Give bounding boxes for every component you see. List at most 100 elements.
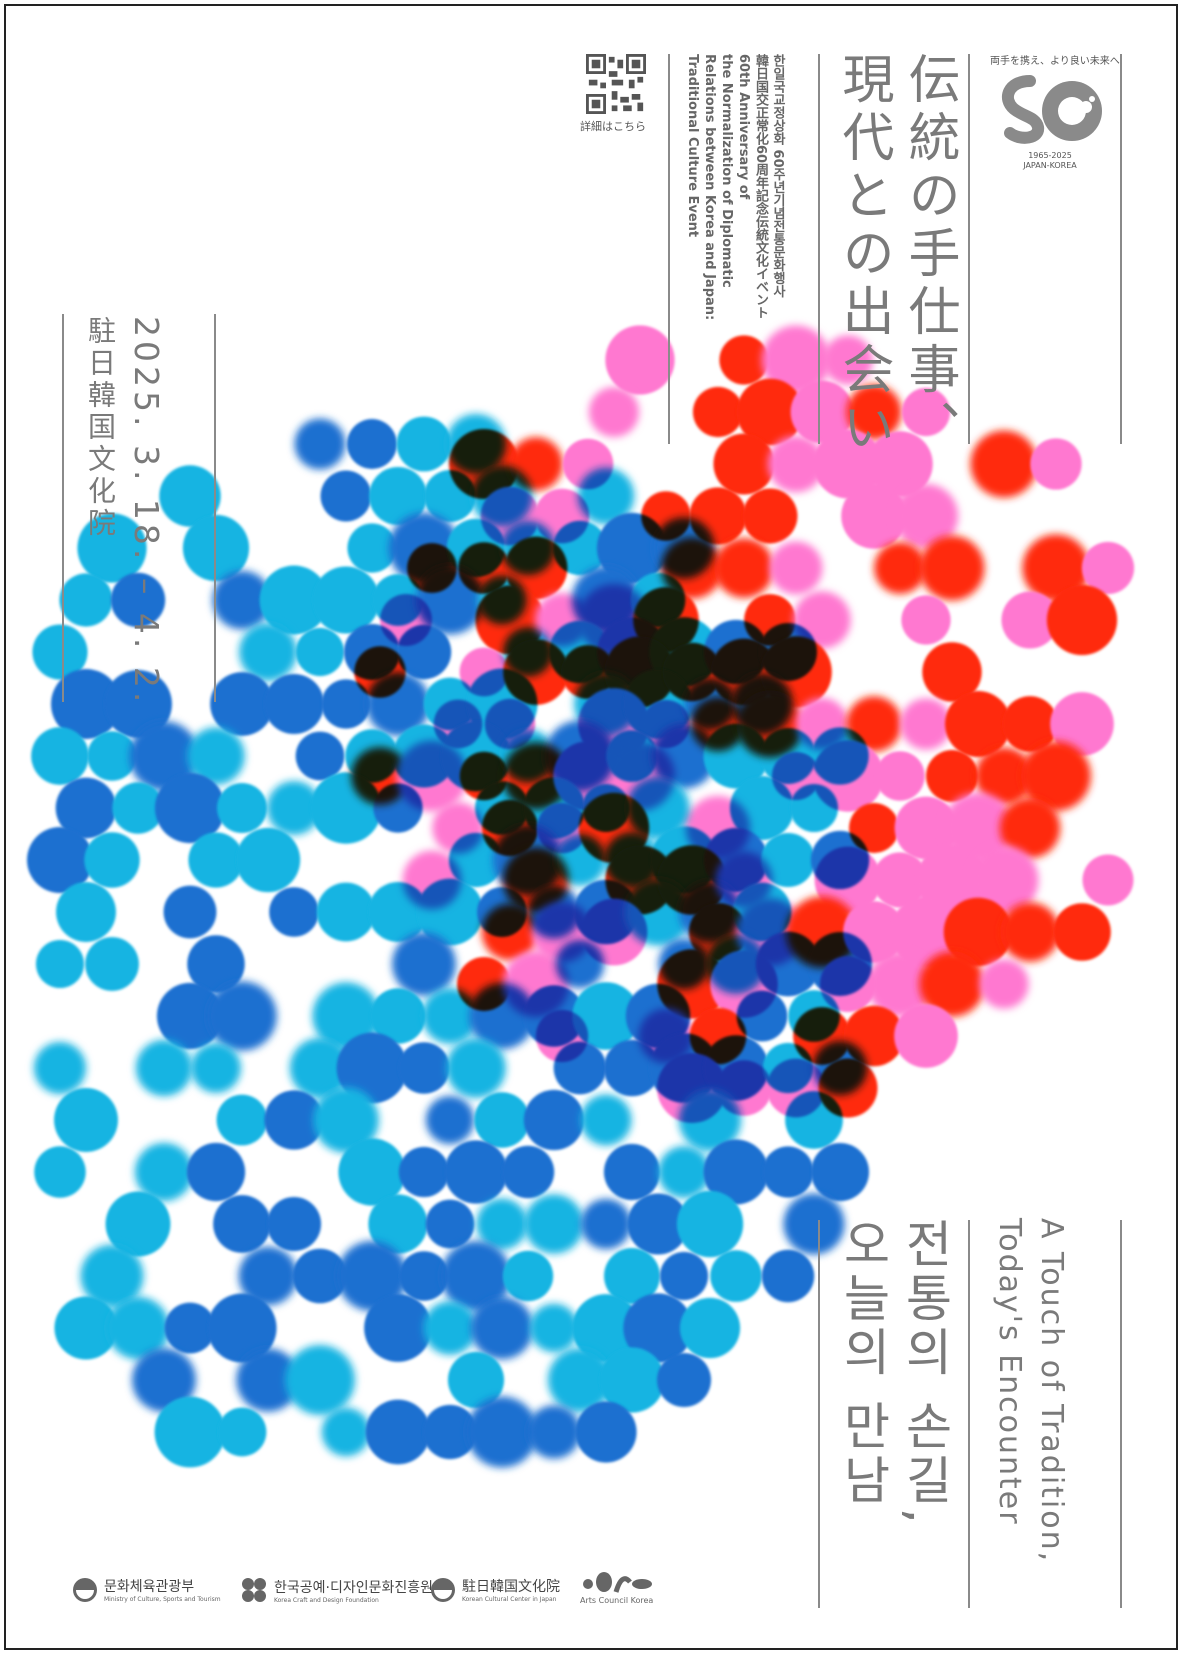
- blue-dot: [266, 1196, 322, 1252]
- blue-dot: [572, 982, 640, 1050]
- blue-dot: [85, 937, 139, 991]
- blue-dot: [163, 885, 217, 939]
- red-dot: [502, 742, 570, 810]
- red-dot: [588, 386, 640, 438]
- arko-logo-icon: [582, 1572, 652, 1593]
- red-dot: [715, 851, 773, 909]
- red-dot: [1021, 741, 1091, 811]
- event-info-line: Traditional Culture Event: [685, 54, 700, 238]
- red-dot: [531, 901, 593, 963]
- red-dot: [894, 1004, 958, 1068]
- blue-dot: [213, 1195, 271, 1253]
- blue-dot: [398, 1146, 450, 1198]
- red-dot: [793, 591, 851, 649]
- red-dot: [481, 799, 539, 857]
- red-dot: [638, 1008, 694, 1064]
- anniversary-60-logo-icon: [1002, 75, 1102, 144]
- red-dot: [969, 845, 1039, 915]
- red-dot: [689, 1007, 747, 1065]
- blue-dot: [212, 570, 272, 630]
- red-dot: [894, 796, 958, 860]
- blue-dot: [110, 572, 166, 628]
- blue-dot: [760, 832, 816, 888]
- blue-dot: [87, 731, 137, 781]
- blue-dot: [710, 1250, 762, 1302]
- blue-dot: [398, 1042, 450, 1094]
- sponsor-name: 한국공예·디자인문화진흥원: [274, 1579, 434, 1596]
- red-dot: [710, 950, 778, 1018]
- blue-dot: [105, 1191, 171, 1257]
- blue-dot: [292, 1248, 348, 1304]
- red-dot: [818, 1058, 878, 1118]
- red-dot: [605, 741, 675, 811]
- red-dot: [354, 646, 406, 698]
- blue-dot: [399, 1251, 449, 1301]
- rule-line-5: [214, 314, 216, 702]
- event-info-line: 韓日国交正常化60周年記念伝統文化イベント: [753, 54, 768, 320]
- red-dot: [867, 951, 933, 1017]
- event-info-line: the Normalization of Diplomatic: [719, 54, 734, 288]
- blue-dot: [191, 1043, 241, 1093]
- blue-dot: [238, 1246, 298, 1306]
- blue-dot: [575, 1401, 637, 1463]
- blue-dot: [370, 988, 426, 1044]
- red-dot: [771, 751, 821, 801]
- red-dot: [813, 429, 883, 499]
- blue-dot: [54, 1296, 118, 1360]
- red-dot: [714, 538, 774, 598]
- blue-dot: [269, 887, 319, 937]
- red-dot: [690, 696, 746, 752]
- blue-dot: [447, 1351, 505, 1409]
- blue-dot: [623, 1293, 693, 1363]
- red-dot: [761, 325, 831, 395]
- blue-dot: [364, 1294, 432, 1362]
- blue-dot: [134, 1142, 194, 1202]
- blue-dot: [154, 772, 226, 844]
- event-date: 2025. 3. 18. – 4. 2.: [127, 316, 166, 707]
- event-info: 한일국교정상화 60주년기념전통문화행사 韓日国交正常化60周年記念伝統文化イベ…: [684, 54, 786, 414]
- red-dot: [657, 949, 727, 1019]
- red-dot: [484, 698, 536, 750]
- red-dot: [945, 691, 1011, 757]
- red-dot: [561, 645, 615, 699]
- blue-dot: [26, 826, 94, 894]
- rule-line-2: [818, 54, 820, 444]
- blue-dot: [54, 1088, 118, 1152]
- logo-tagline: 両手を携え、より良い未来へ: [990, 56, 1120, 67]
- blue-dot: [104, 670, 172, 738]
- red-dot: [814, 846, 882, 914]
- red-dot: [657, 845, 727, 915]
- blue-dot: [31, 727, 89, 785]
- rule-line-8: [968, 1220, 970, 1608]
- blue-dot: [524, 1194, 584, 1254]
- kcdf-logo-icon: [242, 1578, 266, 1602]
- red-dot: [922, 642, 982, 702]
- blue-dot: [466, 1396, 538, 1468]
- blue-dot: [396, 416, 452, 472]
- red-dot: [1050, 692, 1114, 756]
- blue-dot: [159, 465, 221, 527]
- red-dot: [867, 431, 933, 497]
- sponsor-arko: Arts Council Korea: [580, 1570, 653, 1605]
- blue-dot: [425, 1095, 475, 1145]
- blue-dot: [627, 1193, 689, 1255]
- blue-dot: [295, 627, 345, 677]
- blue-dot: [580, 1198, 632, 1250]
- blue-dot: [135, 1039, 193, 1097]
- red-dot: [795, 697, 849, 751]
- sponsor-sub: Arts Council Korea: [580, 1596, 654, 1605]
- rule-line-7: [818, 1220, 820, 1608]
- blue-dot: [810, 1142, 870, 1202]
- red-dot: [713, 433, 775, 495]
- blue-dot: [679, 1297, 741, 1359]
- red-dot: [742, 488, 798, 544]
- red-dot: [1030, 438, 1082, 490]
- qr-code-icon[interactable]: [586, 54, 646, 114]
- red-dot: [1082, 854, 1134, 906]
- red-dot: [689, 487, 747, 545]
- blue-dot: [529, 1303, 579, 1353]
- kccj-logo-icon: [431, 1577, 455, 1602]
- red-dot: [536, 802, 588, 854]
- blue-dot: [604, 1248, 660, 1304]
- red-dot: [509, 437, 563, 491]
